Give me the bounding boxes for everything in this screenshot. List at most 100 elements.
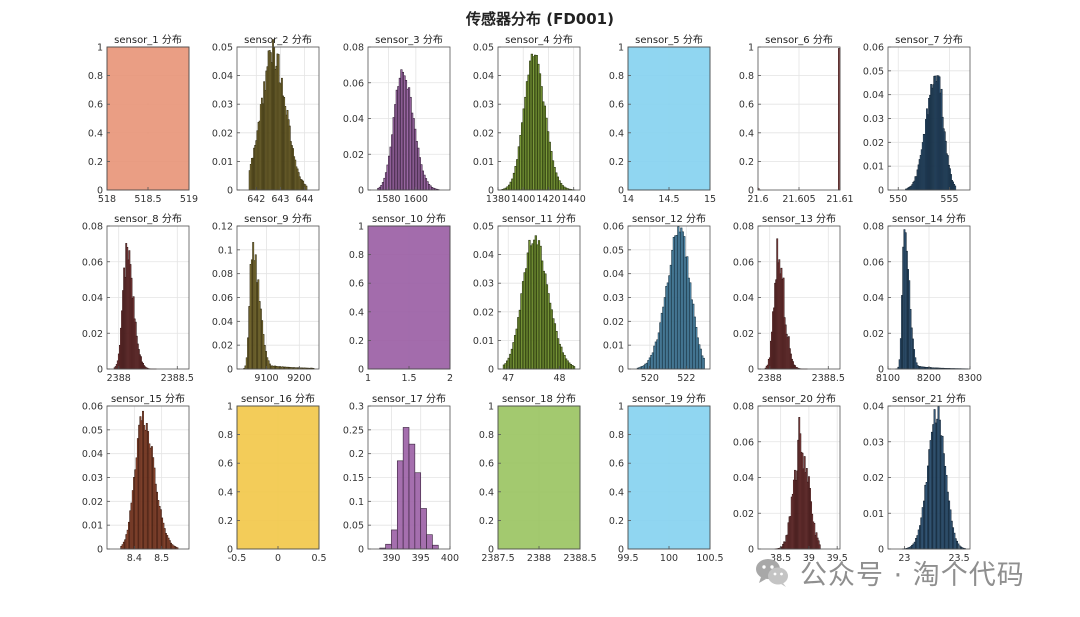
y-tick-label: 0.6 xyxy=(609,459,624,470)
panel-title: sensor_2 分布 xyxy=(244,34,312,46)
y-tick-label: 0.06 xyxy=(212,293,233,304)
y-tick-label: 0.06 xyxy=(82,402,103,413)
y-tick-label: 0.8 xyxy=(609,71,624,82)
panel-title: sensor_13 分布 xyxy=(762,213,836,225)
histogram-panel: sensor_11 分布 47 48 0 0.01 0.02 0.03 0.04 0.05 xyxy=(473,213,581,384)
y-tick-label: 0.06 xyxy=(82,257,103,268)
histogram-panel: sensor_12 分布 520 522 0 0.01 0.02 0.03 0.04 0.05 0… xyxy=(603,213,711,384)
y-tick-label: 0.02 xyxy=(212,341,233,352)
y-tick-label: 0.05 xyxy=(82,425,103,436)
y-tick-label: 0.06 xyxy=(863,43,884,54)
y-tick-label: 0.1 xyxy=(218,245,233,256)
y-tick-label: 0.2 xyxy=(88,157,103,168)
histogram-bar xyxy=(106,46,190,191)
y-tick-label: 0.6 xyxy=(349,279,364,290)
x-tick-label: 23.5 xyxy=(948,553,969,564)
x-tick-label: 1380 xyxy=(486,194,510,205)
x-tick-label: 520 xyxy=(641,373,659,384)
panel-title: sensor_14 分布 xyxy=(892,213,966,225)
y-tick-label: 0.03 xyxy=(473,279,494,290)
y-tick-label: 0.4 xyxy=(88,128,103,139)
panel-title: sensor_16 分布 xyxy=(241,393,315,405)
histogram-bar xyxy=(402,427,410,550)
axes-box xyxy=(236,46,320,191)
figure-title: 传感器分布 (FD001) xyxy=(465,10,614,28)
histogram-panel: sensor_3 分布 1580 1600 0 0.02 0.04 0.06 0.08 xyxy=(343,34,451,205)
y-tick-label: 0.04 xyxy=(473,71,494,82)
y-tick-label: 0 xyxy=(748,545,754,556)
x-tick-label: 9100 xyxy=(254,373,278,384)
x-tick-label: 8.5 xyxy=(154,553,169,564)
y-tick-label: 0 xyxy=(618,365,624,376)
x-tick-label: 643 xyxy=(271,194,289,205)
y-tick-label: 0.04 xyxy=(212,71,233,82)
y-tick-label: 0.6 xyxy=(479,459,494,470)
histogram-bar xyxy=(414,472,422,550)
y-tick-label: 0.04 xyxy=(863,402,884,413)
histogram-bar xyxy=(391,529,398,550)
y-tick-label: 0.02 xyxy=(603,317,624,328)
x-tick-label: 518 xyxy=(98,194,116,205)
panel-title: sensor_20 分布 xyxy=(762,393,836,405)
histogram-panel: sensor_9 分布 9100 9200 0 0.02 0.04 0.06 0.08 0.1 0… xyxy=(212,213,320,384)
y-tick-label: 0.2 xyxy=(479,516,494,527)
x-tick-label: 390 xyxy=(382,553,400,564)
histogram-panel: sensor_15 分布 8.4 8.5 0 0.01 0.02 0.03 0.04 0.05 0… xyxy=(82,393,190,564)
x-tick-label: 100 xyxy=(660,553,678,564)
y-tick-label: 0.08 xyxy=(212,269,233,280)
y-tick-label: 1 xyxy=(227,402,233,413)
histogram-panel: sensor_18 分布 2387.5 2388 2388.5 0 0.2 0.4 0.6 0.… xyxy=(479,393,597,564)
x-tick-label: 395 xyxy=(412,553,430,564)
x-tick-label: 518.5 xyxy=(134,194,161,205)
y-tick-label: 0.01 xyxy=(603,341,624,352)
y-tick-label: 0.01 xyxy=(82,521,103,532)
y-tick-label: 0.03 xyxy=(863,114,884,125)
x-tick-label: -0.5 xyxy=(228,553,247,564)
histogram-bar xyxy=(627,46,711,191)
histogram-bar xyxy=(497,405,581,550)
panel-title: sensor_11 分布 xyxy=(502,213,576,225)
y-tick-label: 0.06 xyxy=(603,222,624,233)
y-tick-label: 0.03 xyxy=(212,100,233,111)
y-tick-label: 0.02 xyxy=(82,497,103,508)
wechat-icon xyxy=(756,559,788,587)
x-tick-label: 48 xyxy=(553,373,565,384)
y-tick-label: 0 xyxy=(878,545,884,556)
y-tick-label: 0.2 xyxy=(609,516,624,527)
y-tick-label: 0.04 xyxy=(82,449,103,460)
x-tick-label: 8200 xyxy=(917,373,941,384)
x-tick-label: 39.5 xyxy=(827,553,848,564)
panel-title: sensor_9 分布 xyxy=(244,213,312,225)
y-tick-label: 0.08 xyxy=(863,222,884,233)
histogram-panel: sensor_19 分布 99.5 100 100.5 0 0.2 0.4 0.6 0.8 1 xyxy=(609,393,724,564)
x-tick-label: 2388.5 xyxy=(812,373,845,384)
panel-title: sensor_17 分布 xyxy=(372,393,446,405)
x-tick-label: 644 xyxy=(295,194,313,205)
histogram-bar xyxy=(305,185,308,191)
histogram-bar xyxy=(420,508,427,550)
y-tick-label: 0 xyxy=(618,545,624,556)
y-tick-label: 0.4 xyxy=(609,487,624,498)
y-tick-label: 0.02 xyxy=(473,128,494,139)
y-tick-label: 0.04 xyxy=(82,293,103,304)
y-tick-label: 0.4 xyxy=(349,307,364,318)
y-tick-label: 0.01 xyxy=(473,336,494,347)
x-tick-label: 522 xyxy=(677,373,695,384)
x-tick-label: 21.605 xyxy=(782,194,815,205)
y-tick-label: 0.05 xyxy=(863,66,884,77)
y-tick-label: 0.02 xyxy=(473,307,494,318)
panel-title: sensor_21 分布 xyxy=(892,393,966,405)
histogram-panel: sensor_4 分布 1380 1400 1420 1440 0 0.01 0.02 0.03… xyxy=(473,34,586,205)
panel-title: sensor_1 分布 xyxy=(114,34,182,46)
panel-title: sensor_15 分布 xyxy=(111,393,185,405)
y-tick-label: 0 xyxy=(358,545,364,556)
panel-title: sensor_10 分布 xyxy=(372,213,446,225)
histogram-panel: sensor_16 分布-0.5 0 0.500.20.40.60.81 xyxy=(218,393,327,564)
histogram-bar xyxy=(432,544,439,550)
histogram-bar xyxy=(702,357,705,370)
y-tick-label: 0 xyxy=(97,365,103,376)
axes-box xyxy=(497,225,581,370)
x-tick-label: 1440 xyxy=(562,194,586,205)
y-tick-label: 0.02 xyxy=(863,473,884,484)
